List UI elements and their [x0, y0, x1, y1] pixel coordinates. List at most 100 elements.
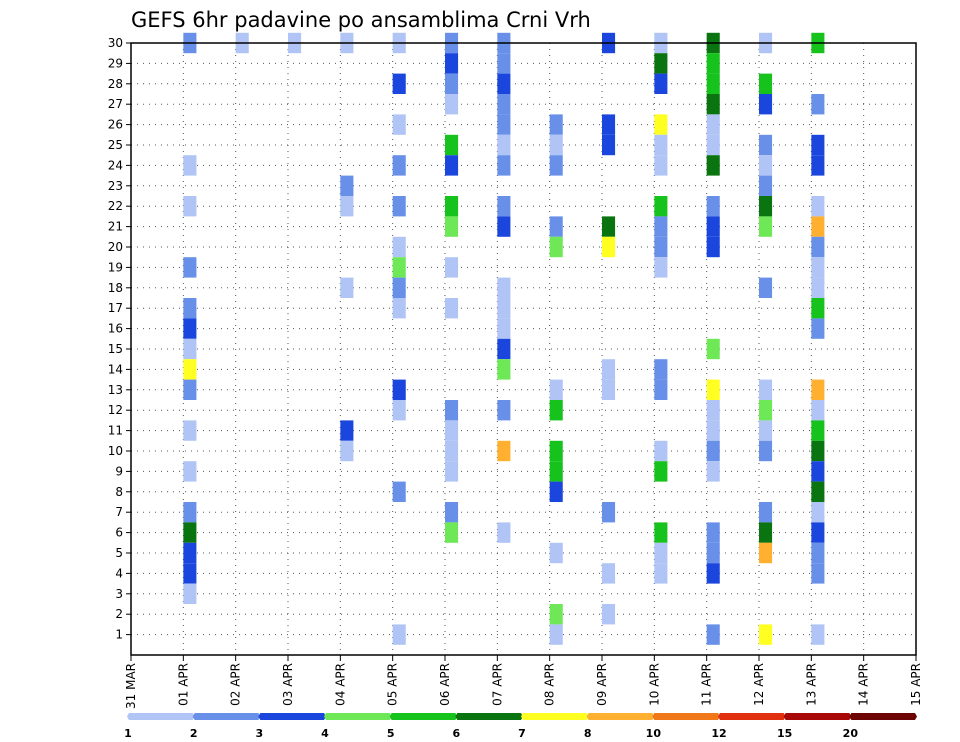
y-tick-label: 13 — [108, 383, 123, 397]
heatmap-cell — [392, 236, 406, 258]
colorbar-swatch — [586, 713, 655, 720]
heatmap-cell — [759, 196, 773, 217]
colorbar-label: 15 — [777, 727, 792, 740]
heatmap-cell — [706, 216, 720, 237]
heatmap-cell — [445, 53, 459, 74]
heatmap-cell — [654, 53, 668, 74]
colorbar-swatch — [783, 713, 852, 720]
heatmap-cell — [497, 94, 511, 115]
colorbar-swatch — [849, 713, 917, 720]
heatmap-cell — [811, 563, 825, 584]
heatmap-cell — [497, 359, 511, 380]
y-tick-label: 16 — [108, 322, 123, 336]
heatmap-cell — [654, 73, 668, 94]
heatmap-cell — [549, 624, 563, 645]
heatmap-cell — [445, 196, 459, 217]
heatmap-cell — [602, 216, 616, 237]
heatmap-cell — [445, 400, 459, 421]
x-tick-label: 13 APR — [804, 663, 818, 706]
x-tick-label: 03 APR — [281, 663, 295, 706]
x-tick-label: 11 APR — [700, 663, 714, 706]
colorbar-label: 2 — [190, 727, 198, 740]
heatmap-cell — [654, 155, 668, 176]
y-tick-label: 3 — [115, 587, 123, 601]
heatmap-cell — [759, 400, 773, 421]
heatmap-cell — [183, 461, 197, 482]
heatmap-cell — [392, 379, 406, 400]
y-tick-label: 9 — [115, 464, 123, 478]
x-tick-label: 12 APR — [752, 663, 766, 706]
heatmap-cell — [811, 94, 825, 115]
heatmap-cell — [811, 481, 825, 502]
colorbar-swatch — [389, 713, 458, 720]
y-tick-label: 7 — [115, 505, 123, 519]
colorbar-swatch — [718, 713, 786, 720]
heatmap-cell — [183, 155, 197, 176]
heatmap-cell — [445, 216, 459, 237]
heatmap-cell — [183, 318, 197, 339]
y-tick-label: 26 — [108, 118, 123, 132]
heatmap-cell — [811, 542, 825, 564]
colorbar-label: 3 — [256, 727, 264, 740]
x-tick-label: 01 APR — [176, 663, 190, 706]
heatmap-cell — [549, 461, 563, 482]
heatmap-cell — [759, 175, 773, 196]
heatmap-cell — [759, 420, 773, 441]
y-tick-label: 5 — [115, 546, 123, 560]
heatmap-cell — [706, 624, 720, 645]
heatmap-cell — [445, 502, 459, 523]
heatmap-cell — [706, 196, 720, 217]
colorbar-swatch — [455, 713, 523, 720]
heatmap-cell — [706, 522, 720, 543]
heatmap-cell — [654, 461, 668, 482]
plot-frame — [130, 42, 917, 656]
heatmap-cell — [549, 236, 563, 258]
heatmap-cell — [759, 277, 773, 298]
x-tick-label: 08 APR — [543, 663, 557, 706]
heatmap-cell — [497, 522, 511, 543]
y-tick-label: 10 — [108, 444, 123, 458]
heatmap-cell — [654, 257, 668, 278]
heatmap-cell — [183, 257, 197, 278]
heatmap-cell — [759, 542, 773, 564]
x-tick-label: 06 APR — [438, 663, 452, 706]
colorbar-label: 7 — [518, 727, 526, 740]
heatmap-cell — [759, 134, 773, 156]
x-tick-label: 02 APR — [229, 663, 243, 706]
x-axis: 31 MAR 01 APR 02 APR 03 APR 04 APR 05 APR 06 A… — [124, 655, 923, 709]
cells-layer — [183, 32, 825, 645]
heatmap-cell — [549, 155, 563, 176]
heatmap-cell — [183, 420, 197, 441]
heatmap-cell — [392, 481, 406, 502]
heatmap-cell — [497, 114, 511, 135]
colorbar-label: 20 — [843, 727, 859, 740]
heatmap-cell — [602, 236, 616, 258]
heatmap-cell — [549, 114, 563, 135]
heatmap-cell — [497, 73, 511, 94]
heatmap-cell — [340, 420, 354, 441]
heatmap-cell — [445, 420, 459, 441]
heatmap-cell — [759, 502, 773, 523]
heatmap-cell — [811, 236, 825, 258]
heatmap-cell — [445, 298, 459, 319]
heatmap-cell — [497, 134, 511, 156]
heatmap-cell — [392, 196, 406, 217]
heatmap-cell — [811, 196, 825, 217]
colorbar-label: 10 — [646, 727, 662, 740]
heatmap-cell — [706, 338, 720, 360]
x-tick-label: 10 APR — [647, 663, 661, 706]
heatmap-cell — [497, 338, 511, 360]
heatmap-cell — [340, 175, 354, 196]
heatmap-cell — [654, 134, 668, 156]
y-tick-label: 1 — [115, 628, 123, 642]
heatmap-cell — [445, 134, 459, 156]
y-tick-label: 21 — [108, 220, 123, 234]
heatmap-cell — [706, 542, 720, 564]
heatmap-cell — [706, 379, 720, 400]
y-tick-label: 28 — [108, 77, 123, 91]
y-tick-label: 14 — [108, 362, 123, 376]
heatmap-cell — [602, 379, 616, 400]
colorbar-label: 8 — [584, 727, 592, 740]
heatmap-cell — [445, 522, 459, 543]
heatmap-cell — [497, 216, 511, 237]
